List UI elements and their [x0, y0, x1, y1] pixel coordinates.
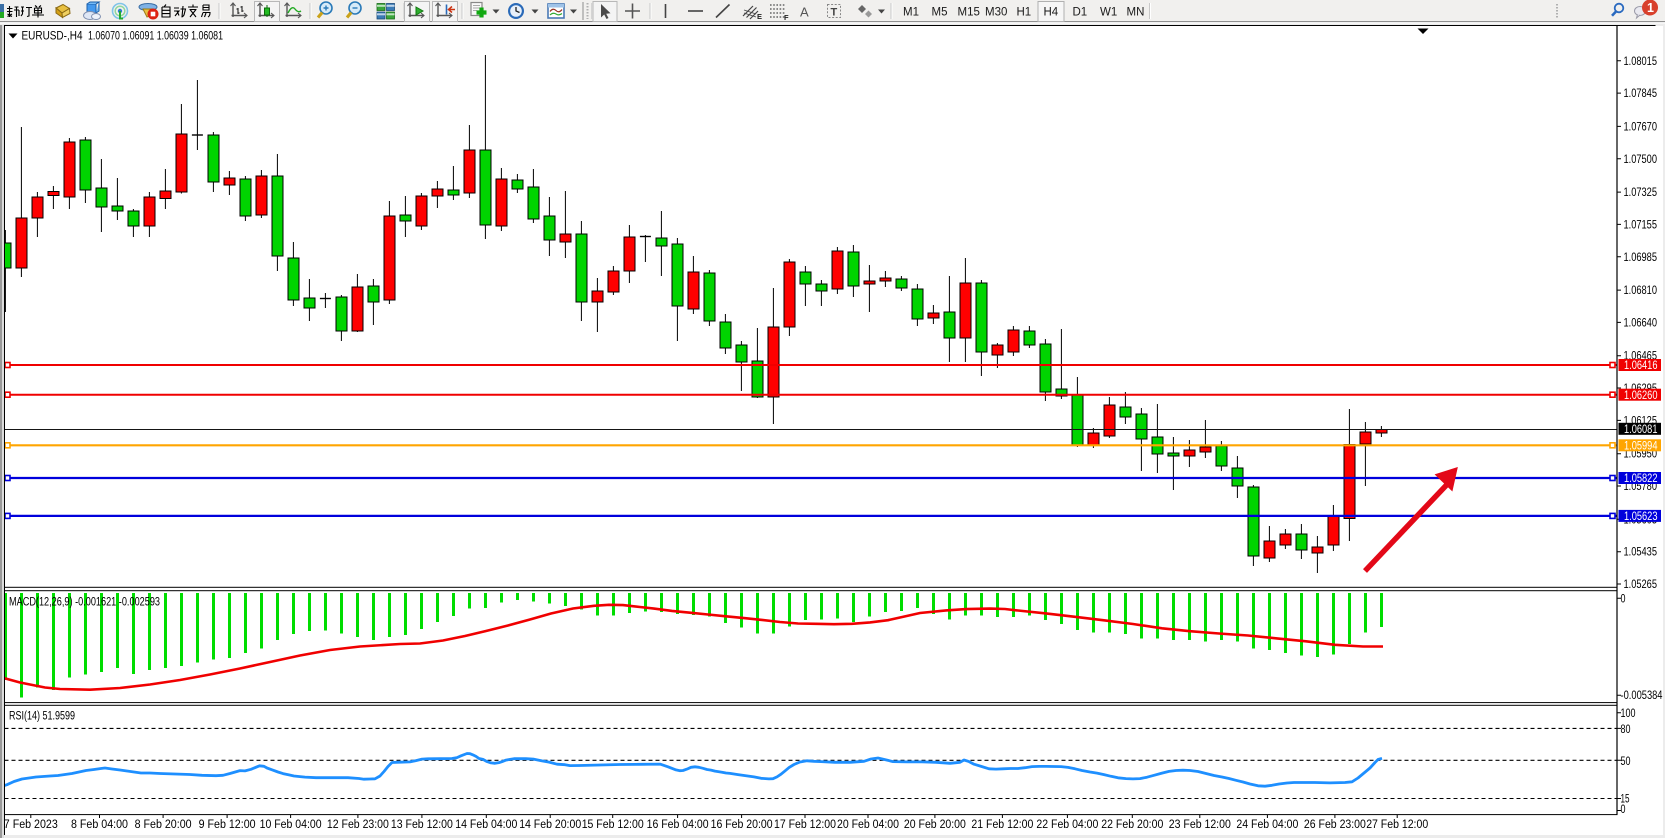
svg-text:9 Feb 12:00: 9 Feb 12:00 — [199, 819, 256, 831]
svg-text:MN: MN — [1127, 7, 1145, 19]
svg-text:M5: M5 — [932, 7, 948, 19]
svg-text:14 Feb 04:00: 14 Feb 04:00 — [455, 819, 517, 831]
svg-text:24 Feb 04:00: 24 Feb 04:00 — [1236, 819, 1298, 831]
svg-text:1.06070 1.06091 1.06039 1.0608: 1.06070 1.06091 1.06039 1.06081 — [88, 31, 223, 43]
svg-text:A: A — [800, 5, 809, 20]
svg-text:-0.005384: -0.005384 — [1621, 690, 1663, 702]
svg-text:80: 80 — [1621, 724, 1631, 736]
svg-text:22 Feb 04:00: 22 Feb 04:00 — [1036, 819, 1098, 831]
svg-text:1.05435: 1.05435 — [1624, 547, 1658, 559]
svg-text:RSI(14) 51.9599: RSI(14) 51.9599 — [9, 711, 75, 723]
svg-text:21 Feb 12:00: 21 Feb 12:00 — [971, 819, 1033, 831]
svg-text:M1: M1 — [903, 7, 919, 19]
svg-text:1.06640: 1.06640 — [1624, 317, 1658, 329]
svg-text:27 Feb 12:00: 27 Feb 12:00 — [1366, 819, 1428, 831]
svg-text:1.07845: 1.07845 — [1624, 88, 1658, 100]
svg-text:1.05265: 1.05265 — [1624, 579, 1658, 591]
svg-text:MACD(12,26,9) -0.001621 -0.002: MACD(12,26,9) -0.001621 -0.002593 — [9, 597, 160, 609]
svg-text:W1: W1 — [1100, 7, 1117, 19]
svg-text:8 Feb 04:00: 8 Feb 04:00 — [71, 819, 128, 831]
svg-text:22 Feb 20:00: 22 Feb 20:00 — [1101, 819, 1163, 831]
svg-text:1.06081: 1.06081 — [1624, 424, 1658, 436]
svg-text:0: 0 — [1621, 804, 1626, 816]
svg-text:20 Feb 20:00: 20 Feb 20:00 — [904, 819, 966, 831]
svg-text:H4: H4 — [1044, 7, 1059, 19]
svg-text:H1: H1 — [1017, 7, 1032, 19]
svg-text:M15: M15 — [958, 7, 980, 19]
svg-text:16 Feb 20:00: 16 Feb 20:00 — [711, 819, 773, 831]
svg-text:D1: D1 — [1073, 7, 1088, 19]
svg-text:1.07325: 1.07325 — [1624, 187, 1658, 199]
svg-text:1.06416: 1.06416 — [1624, 360, 1658, 372]
svg-text:17 Feb 12:00: 17 Feb 12:00 — [774, 819, 836, 831]
svg-text:1.05994: 1.05994 — [1624, 441, 1658, 453]
svg-text:T: T — [831, 7, 838, 19]
svg-text:0: 0 — [1621, 594, 1626, 606]
svg-text:F: F — [784, 13, 789, 22]
svg-text:12 Feb 23:00: 12 Feb 23:00 — [327, 819, 389, 831]
svg-text:8 Feb 20:00: 8 Feb 20:00 — [135, 819, 192, 831]
svg-text:14 Feb 20:00: 14 Feb 20:00 — [519, 819, 581, 831]
svg-text:1.06260: 1.06260 — [1624, 390, 1658, 402]
svg-text:EURUSD-,H4: EURUSD-,H4 — [22, 31, 84, 43]
svg-text:1.06985: 1.06985 — [1624, 252, 1658, 264]
svg-text:E: E — [757, 12, 762, 21]
svg-text:1.08015: 1.08015 — [1624, 56, 1658, 68]
svg-text:23 Feb 12:00: 23 Feb 12:00 — [1169, 819, 1231, 831]
svg-text:1.07500: 1.07500 — [1624, 154, 1658, 166]
svg-text:1.05950: 1.05950 — [1624, 449, 1658, 461]
svg-text:20 Feb 04:00: 20 Feb 04:00 — [837, 819, 899, 831]
svg-text:100: 100 — [1621, 708, 1636, 720]
svg-text:15 Feb 12:00: 15 Feb 12:00 — [582, 819, 644, 831]
svg-text:10 Feb 04:00: 10 Feb 04:00 — [260, 819, 322, 831]
svg-text:1.07155: 1.07155 — [1624, 219, 1658, 231]
svg-text:M30: M30 — [985, 7, 1007, 19]
svg-text:1.07670: 1.07670 — [1624, 121, 1658, 133]
svg-text:16 Feb 04:00: 16 Feb 04:00 — [647, 819, 709, 831]
svg-text:1.05822: 1.05822 — [1624, 473, 1658, 485]
svg-text:1.06810: 1.06810 — [1624, 285, 1658, 297]
svg-text:50: 50 — [1621, 756, 1631, 768]
svg-text:13 Feb 12:00: 13 Feb 12:00 — [391, 819, 453, 831]
svg-text:1.05623: 1.05623 — [1624, 511, 1658, 523]
svg-text:15: 15 — [1621, 794, 1630, 806]
svg-text:26 Feb 23:00: 26 Feb 23:00 — [1304, 819, 1366, 831]
svg-text:1: 1 — [1647, 1, 1654, 15]
svg-text:7 Feb 2023: 7 Feb 2023 — [4, 819, 58, 831]
